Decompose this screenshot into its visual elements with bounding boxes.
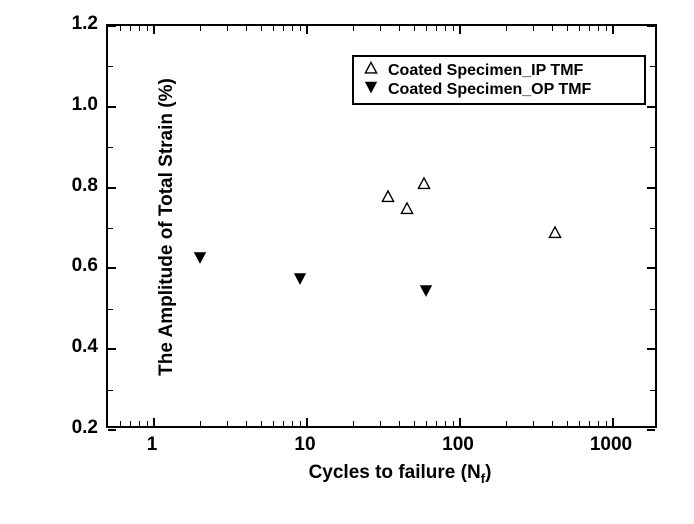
triangle-down-icon (364, 80, 378, 99)
x-tick-label: 1 (147, 434, 158, 456)
legend-label: Coated Specimen_OP TMF (388, 81, 591, 99)
y-tick-label: 0.4 (66, 336, 98, 358)
y-axis-title: The Amplitude of Total Strain (%) (156, 78, 178, 376)
x-axis-title: Cycles to failure (Nf) (0, 462, 694, 486)
y-tick-label: 0.2 (66, 417, 98, 439)
x-tick-label: 1000 (590, 434, 632, 456)
data-point (293, 272, 307, 291)
legend-item: Coated Specimen_OP TMF (364, 80, 634, 99)
legend: Coated Specimen_IP TMFCoated Specimen_OP… (352, 55, 646, 105)
data-point (417, 177, 431, 196)
legend-label: Coated Specimen_IP TMF (388, 62, 583, 80)
x-tick-label: 100 (442, 434, 474, 456)
data-point (193, 251, 207, 270)
y-tick-label: 0.8 (66, 175, 98, 197)
data-point (419, 284, 433, 303)
y-tick-label: 1.2 (66, 13, 98, 35)
data-point (381, 189, 395, 208)
data-point (400, 202, 414, 221)
legend-item: Coated Specimen_IP TMF (364, 61, 634, 80)
y-tick-label: 1.0 (66, 94, 98, 116)
x-tick-label: 10 (294, 434, 315, 456)
y-tick-label: 0.6 (66, 255, 98, 277)
triangle-up-icon (364, 61, 378, 80)
data-point (548, 225, 562, 244)
